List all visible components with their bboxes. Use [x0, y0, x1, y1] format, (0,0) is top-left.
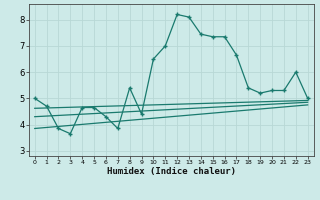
- X-axis label: Humidex (Indice chaleur): Humidex (Indice chaleur): [107, 167, 236, 176]
